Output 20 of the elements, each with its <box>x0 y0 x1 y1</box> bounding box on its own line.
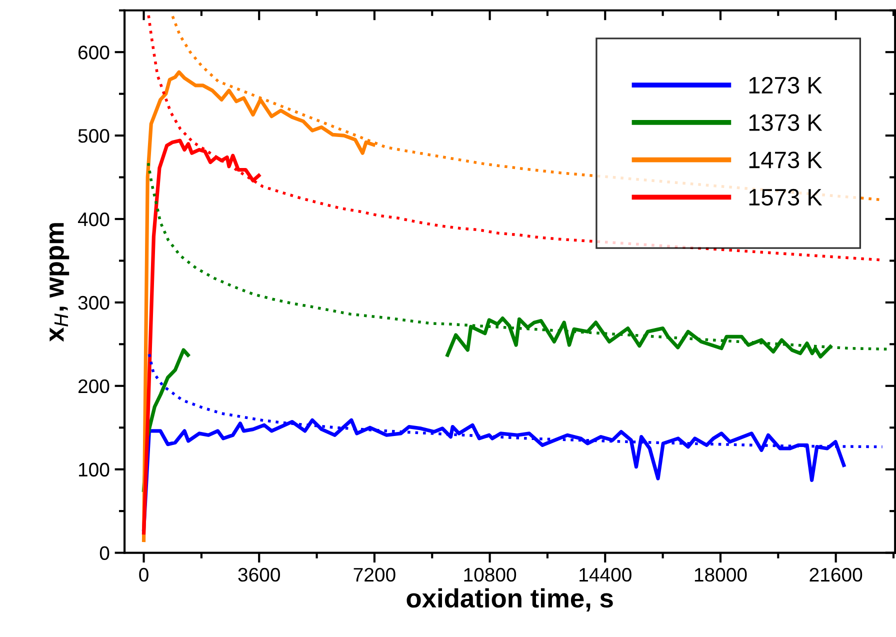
legend-label: 1473 K <box>749 152 822 168</box>
y-tick-label: 500 <box>78 129 110 143</box>
x-tick-label: 14400 <box>580 568 632 582</box>
y-axis-title: x$_{H}$, wppm <box>49 223 70 342</box>
y-tick-label: 400 <box>78 212 110 226</box>
x-tick-label: 7200 <box>354 568 396 582</box>
y-tick-label: 600 <box>78 46 110 60</box>
x-tick-label: 3600 <box>238 568 280 582</box>
y-tick-label: 300 <box>78 296 110 310</box>
x-tick-label: 21600 <box>810 568 862 582</box>
y-tick-label: 100 <box>79 462 110 477</box>
x-tick-label: 0 <box>139 568 148 582</box>
x-tick-label: 10800 <box>464 568 516 582</box>
legend-label: 1573 K <box>749 188 822 206</box>
legend-label: 1273 K <box>749 76 822 94</box>
legend-label: 1373 K <box>749 114 822 131</box>
y-tick-label: 200 <box>78 379 110 394</box>
x-tick-label: 18000 <box>694 568 747 582</box>
y-tick-label: 0 <box>100 546 110 560</box>
x-axis-title: oxidation time, s <box>406 588 613 612</box>
